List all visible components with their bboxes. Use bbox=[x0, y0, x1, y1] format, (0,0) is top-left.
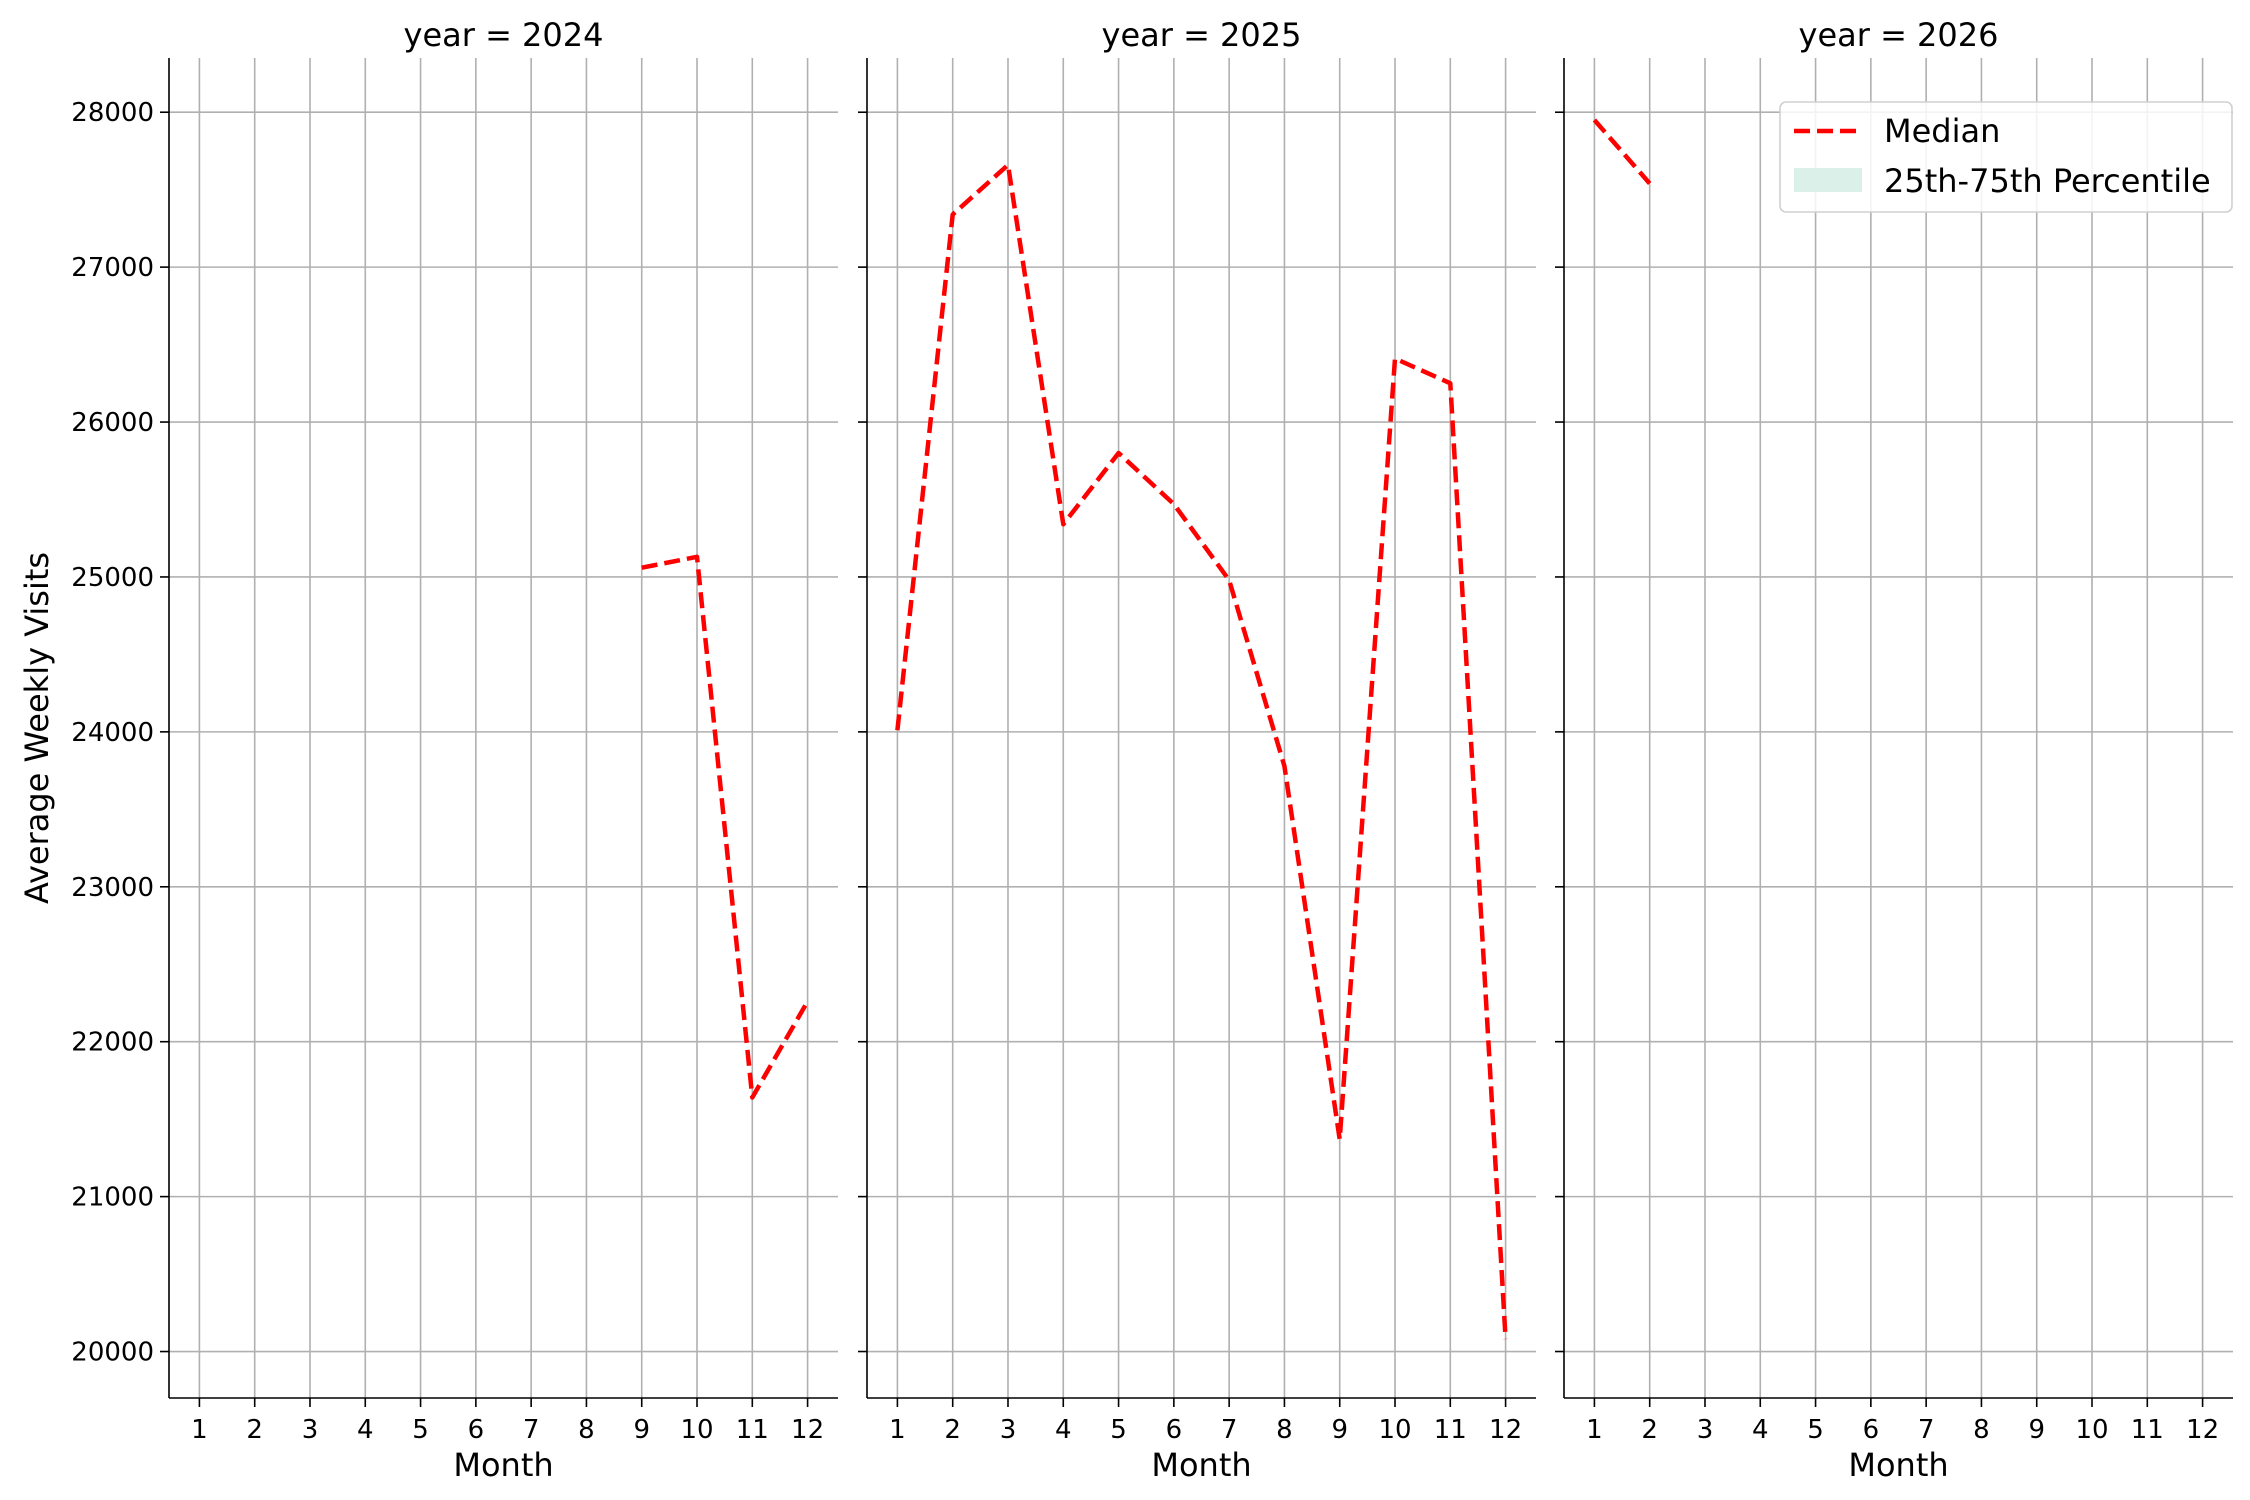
y-tick-label: 25000 bbox=[71, 563, 154, 593]
x-tick-label: 3 bbox=[1697, 1415, 1714, 1445]
x-tick-label: 7 bbox=[523, 1415, 540, 1445]
x-tick-label: 8 bbox=[1973, 1415, 1990, 1445]
x-tick-label: 11 bbox=[1434, 1415, 1467, 1445]
y-tick-label: 27000 bbox=[71, 253, 154, 283]
x-tick-label: 9 bbox=[2028, 1415, 2045, 1445]
x-tick-label: 11 bbox=[736, 1415, 769, 1445]
x-tick-label: 5 bbox=[412, 1415, 429, 1445]
x-tick-label: 2 bbox=[246, 1415, 263, 1445]
x-tick-label: 3 bbox=[302, 1415, 319, 1445]
x-tick-label: 10 bbox=[680, 1415, 713, 1445]
x-tick-label: 1 bbox=[191, 1415, 208, 1445]
x-tick-label: 4 bbox=[357, 1415, 374, 1445]
y-tick-label: 20000 bbox=[71, 1338, 154, 1368]
x-tick-label: 4 bbox=[1055, 1415, 1072, 1445]
x-tick-label: 11 bbox=[2131, 1415, 2164, 1445]
median-line bbox=[1592, 118, 1652, 185]
x-axis-title: Month bbox=[1848, 1446, 1948, 1484]
legend-percentile-label: 25th-75th Percentile bbox=[1884, 162, 2211, 200]
panel-title: year = 2025 bbox=[1102, 16, 1302, 54]
legend-box bbox=[1779, 101, 2233, 213]
y-tick-label: 21000 bbox=[71, 1183, 154, 1213]
median-line bbox=[641, 554, 810, 1100]
median-line bbox=[895, 162, 1508, 1340]
x-tick-label: 8 bbox=[1276, 1415, 1293, 1445]
y-tick-label: 28000 bbox=[71, 98, 154, 128]
panel-title: year = 2026 bbox=[1799, 16, 1999, 54]
y-axis-title: Average Weekly Visits bbox=[18, 552, 56, 904]
x-tick-label: 1 bbox=[889, 1415, 906, 1445]
x-tick-label: 12 bbox=[1489, 1415, 1522, 1445]
x-tick-label: 6 bbox=[1863, 1415, 1880, 1445]
y-tick-label: 24000 bbox=[71, 718, 154, 748]
legend-percentile-swatch bbox=[1794, 168, 1862, 192]
x-tick-label: 12 bbox=[2186, 1415, 2219, 1445]
y-tick-label: 23000 bbox=[71, 873, 154, 903]
x-tick-label: 7 bbox=[1221, 1415, 1238, 1445]
legend-median-label: Median bbox=[1884, 112, 2000, 150]
x-axis-title: Month bbox=[1151, 1446, 1251, 1484]
x-tick-label: 1 bbox=[1586, 1415, 1603, 1445]
x-tick-label: 10 bbox=[1378, 1415, 1411, 1445]
x-axis-title: Month bbox=[453, 1446, 553, 1484]
x-tick-label: 9 bbox=[1331, 1415, 1348, 1445]
x-tick-label: 5 bbox=[1807, 1415, 1824, 1445]
x-tick-label: 12 bbox=[791, 1415, 824, 1445]
x-tick-label: 8 bbox=[578, 1415, 595, 1445]
panel-title: year = 2024 bbox=[404, 16, 604, 54]
y-tick-label: 26000 bbox=[71, 408, 154, 438]
x-tick-label: 2 bbox=[944, 1415, 961, 1445]
x-tick-label: 4 bbox=[1752, 1415, 1769, 1445]
x-tick-label: 6 bbox=[468, 1415, 485, 1445]
x-tick-label: 9 bbox=[633, 1415, 650, 1445]
x-tick-label: 3 bbox=[1000, 1415, 1017, 1445]
x-tick-label: 5 bbox=[1110, 1415, 1127, 1445]
y-tick-label: 22000 bbox=[71, 1028, 154, 1058]
x-tick-label: 2 bbox=[1641, 1415, 1658, 1445]
x-tick-label: 7 bbox=[1918, 1415, 1935, 1445]
x-tick-label: 10 bbox=[2075, 1415, 2108, 1445]
x-tick-label: 6 bbox=[1166, 1415, 1183, 1445]
